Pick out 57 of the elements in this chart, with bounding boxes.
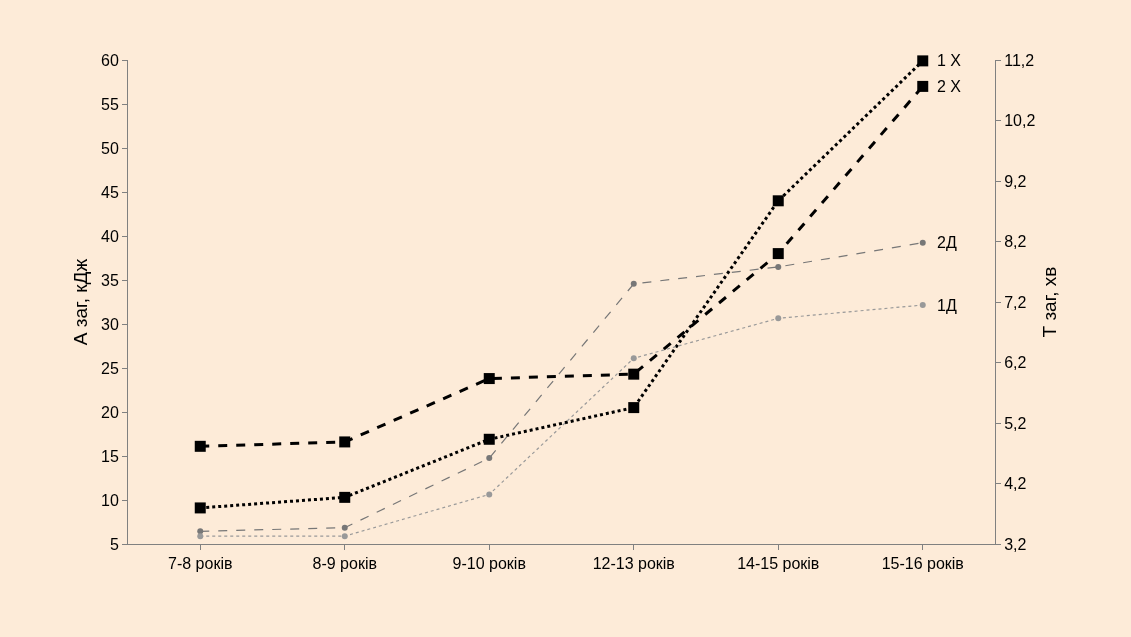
- y-tick-label: 55: [101, 95, 119, 113]
- point: [772, 195, 784, 207]
- point: [917, 55, 929, 67]
- point: [483, 373, 495, 385]
- x-tick-label: 15-16 років: [881, 555, 964, 573]
- point: [486, 491, 493, 498]
- x-tick-label: 9-10 років: [452, 555, 526, 573]
- point: [486, 455, 493, 462]
- y-tick-label: 5: [109, 535, 119, 553]
- point: [919, 302, 926, 309]
- y-tick-label: 10: [101, 491, 119, 509]
- point: [339, 436, 351, 448]
- x-tick-label: 12-13 років: [592, 555, 675, 573]
- y-tick-label: 20: [101, 403, 119, 421]
- point: [197, 528, 204, 535]
- x-tick-label: 8-9 років: [312, 555, 377, 573]
- x-tick-label: 14-15 років: [737, 555, 820, 573]
- point: [194, 440, 206, 452]
- y2-tick-label: 6,2: [1004, 354, 1027, 372]
- y2-tick-label: 5,2: [1004, 414, 1027, 432]
- series-label: 2Д: [937, 234, 957, 251]
- point: [775, 315, 782, 322]
- point: [630, 355, 637, 362]
- series-label: 1 Х: [937, 52, 962, 69]
- y-tick-label: 30: [101, 315, 119, 333]
- point: [341, 533, 348, 540]
- point: [630, 280, 637, 287]
- y-tick-label: 35: [101, 271, 119, 289]
- point: [483, 433, 495, 445]
- point: [341, 524, 348, 531]
- y-tick-label: 40: [101, 227, 119, 245]
- y2-tick-label: 9,2: [1004, 172, 1027, 190]
- y2-tick-label: 4,2: [1004, 475, 1027, 493]
- y-tick-label: 45: [101, 183, 119, 201]
- y-tick-label: 50: [101, 139, 119, 157]
- y2-tick-label: 10,2: [1004, 112, 1036, 130]
- point: [919, 239, 926, 246]
- y-tick-label: 25: [101, 359, 119, 377]
- point: [628, 368, 640, 380]
- point: [917, 80, 929, 92]
- point: [628, 402, 640, 414]
- y2-tick-label: 7,2: [1004, 293, 1027, 311]
- y2-tick-label: 3,2: [1004, 535, 1027, 553]
- point: [339, 491, 351, 503]
- series-label: 2 Х: [937, 78, 962, 95]
- point: [775, 263, 782, 270]
- point: [772, 248, 784, 260]
- y2-tick-label: 11,2: [1004, 51, 1035, 69]
- y2-axis-title: Т заг, хв: [1039, 266, 1061, 338]
- y-tick-label: 60: [101, 51, 119, 69]
- y2-tick-label: 8,2: [1004, 233, 1027, 251]
- series-label: 1Д: [937, 297, 957, 314]
- y-tick-label: 15: [101, 447, 119, 465]
- x-tick-label: 7-8 років: [168, 555, 233, 573]
- y-axis-title: А заг, кДж: [69, 258, 91, 346]
- point: [197, 533, 204, 540]
- point: [194, 502, 206, 514]
